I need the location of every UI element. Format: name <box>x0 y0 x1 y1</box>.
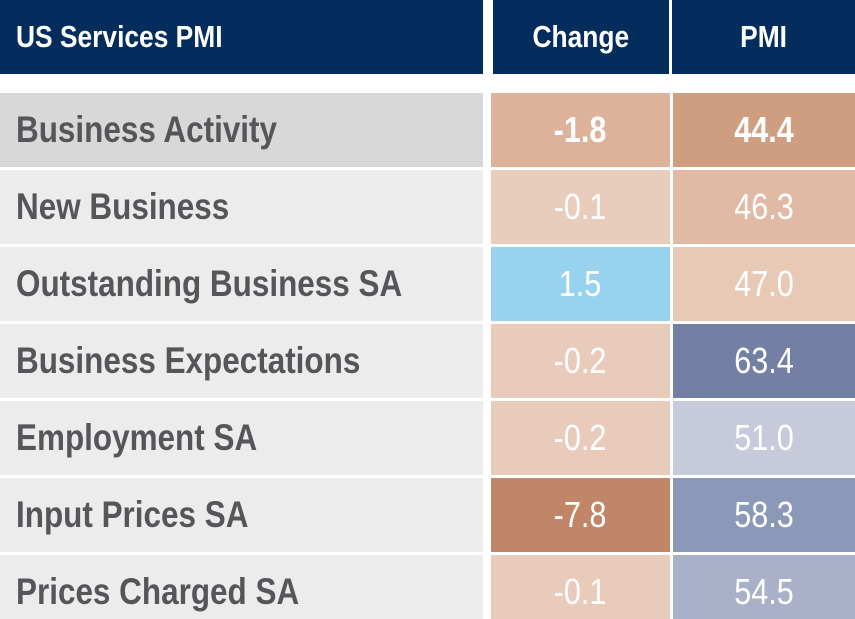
pmi-value: 54.5 <box>734 571 794 612</box>
pmi-value: 51.0 <box>734 417 794 458</box>
change-cell: -1.8 <box>491 93 670 167</box>
header-title-text: US Services PMI <box>16 19 223 54</box>
pmi-cell: 44.4 <box>673 93 855 167</box>
change-value: 1.5 <box>559 263 602 304</box>
row-label: Outstanding Business SA <box>0 247 483 321</box>
row-label-text: Input Prices SA <box>16 494 249 535</box>
row-label-text: Employment SA <box>16 417 258 458</box>
row-label-text: New Business <box>16 186 230 227</box>
change-cell: 1.5 <box>491 247 670 321</box>
pmi-cell: 63.4 <box>673 324 855 398</box>
pmi-value: 47.0 <box>734 263 794 304</box>
pmi-cell: 58.3 <box>673 478 855 552</box>
change-value: -0.1 <box>554 186 607 227</box>
row-label: Input Prices SA <box>0 478 483 552</box>
pmi-value: 44.4 <box>734 109 794 150</box>
pmi-cell: 46.3 <box>673 170 855 244</box>
change-value: -0.2 <box>554 340 607 381</box>
row-label-text: Prices Charged SA <box>16 571 300 612</box>
table-header-title: US Services PMI <box>0 0 483 74</box>
row-label-text: Business Expectations <box>16 340 361 381</box>
row-label-text: Business Activity <box>16 109 278 150</box>
row-label-text: Outstanding Business SA <box>16 263 403 304</box>
column-header-change: Change <box>493 0 669 74</box>
change-value: -0.2 <box>554 417 607 458</box>
row-label: Business Activity <box>0 93 483 167</box>
change-value: -7.8 <box>554 494 607 535</box>
header-gap <box>0 74 855 93</box>
change-value: -0.1 <box>554 571 607 612</box>
row-label: Business Expectations <box>0 324 483 398</box>
header-pmi-text: PMI <box>740 19 787 54</box>
pmi-value: 63.4 <box>734 340 794 381</box>
pmi-value: 58.3 <box>734 494 794 535</box>
change-cell: -0.2 <box>491 324 670 398</box>
row-label: Employment SA <box>0 401 483 475</box>
header-change-text: Change <box>532 19 630 54</box>
pmi-cell: 47.0 <box>673 247 855 321</box>
pmi-cell: 51.0 <box>673 401 855 475</box>
change-cell: -7.8 <box>491 478 670 552</box>
change-cell: -0.1 <box>491 170 670 244</box>
pmi-value: 46.3 <box>734 186 794 227</box>
column-header-pmi: PMI <box>672 0 855 74</box>
pmi-cell: 54.5 <box>673 555 855 619</box>
row-label: New Business <box>0 170 483 244</box>
change-value: -1.8 <box>554 109 607 150</box>
row-label: Prices Charged SA <box>0 555 483 619</box>
change-cell: -0.2 <box>491 401 670 475</box>
change-cell: -0.1 <box>491 555 670 619</box>
